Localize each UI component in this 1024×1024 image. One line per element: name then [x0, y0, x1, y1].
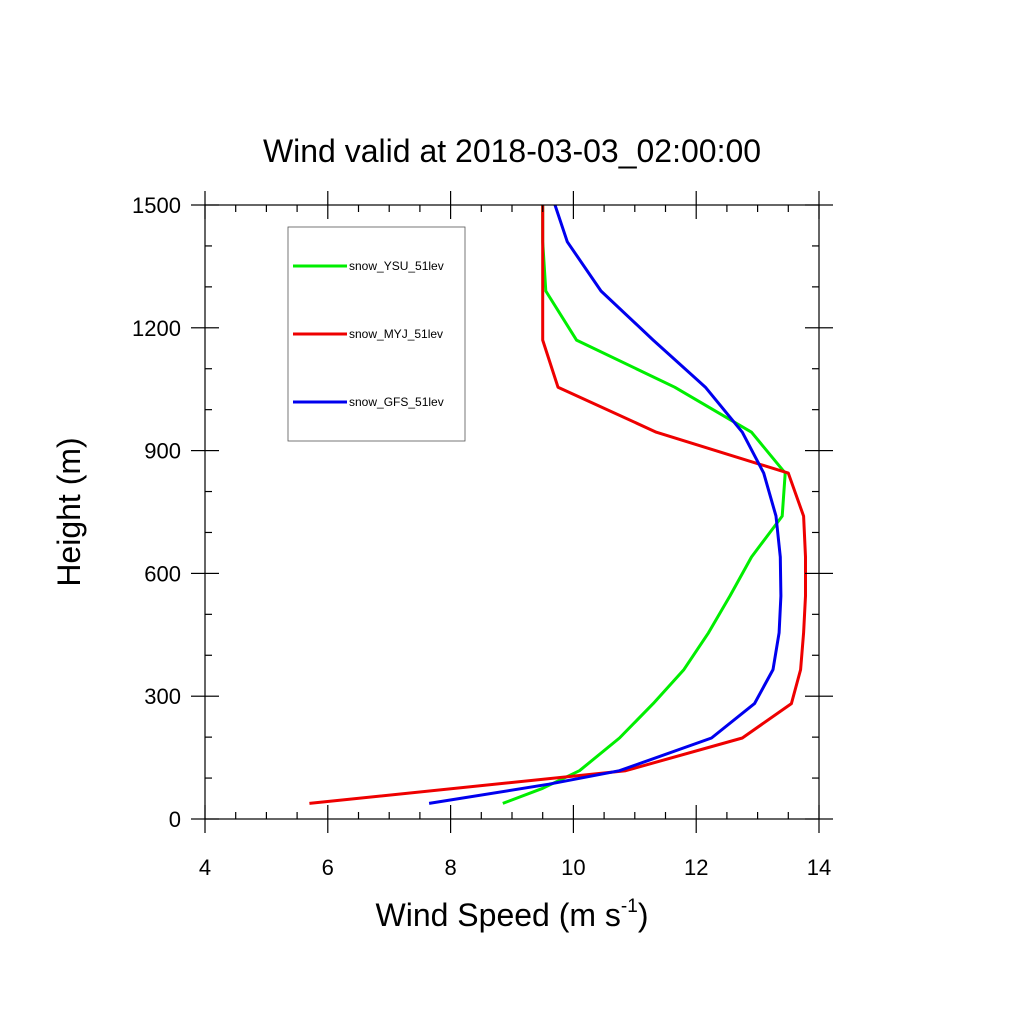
x-tick-label: 14: [807, 855, 831, 880]
legend: snow_YSU_51lev snow_MYJ_51lev snow_GFS_51l…: [287, 226, 466, 442]
x-axis-title-base: Wind Speed (m s: [376, 897, 621, 933]
ticks-layer: [191, 191, 833, 833]
x-axis-title-superscript: -1: [621, 896, 638, 917]
y-tick-label: 600: [144, 561, 181, 586]
x-axis-title: Wind Speed (m s-1): [376, 896, 649, 933]
series-layer: [309, 204, 807, 805]
y-tick-label: 900: [144, 439, 181, 464]
series-line-snow_GFS_51lev: [428, 204, 783, 805]
y-tick-label: 0: [169, 807, 181, 832]
x-axis-title-end: ): [638, 897, 649, 933]
series-line-snow_MYJ_51lev: [309, 205, 807, 805]
chart-title: Wind valid at 2018-03-03_02:00:00: [263, 133, 761, 169]
x-tick-label: 12: [684, 855, 708, 880]
y-tick-label: 300: [144, 684, 181, 709]
x-tick-label: 4: [199, 855, 211, 880]
x-tick-label: 10: [561, 855, 585, 880]
x-tick-labels: 4 6 8 10 12 14: [199, 855, 831, 880]
y-tick-label: 1500: [132, 193, 181, 218]
legend-label-snow_YSU_51lev: snow_YSU_51lev: [349, 259, 444, 273]
legend-label-snow_MYJ_51lev: snow_MYJ_51lev: [349, 327, 443, 341]
y-axis-title: Height (m): [51, 437, 87, 586]
legend-items: snow_YSU_51lev snow_MYJ_51lev snow_GFS_51l…: [293, 259, 444, 409]
x-tick-label: 6: [322, 855, 334, 880]
series-line-snow_YSU_51lev: [502, 205, 787, 805]
legend-label-snow_GFS_51lev: snow_GFS_51lev: [349, 395, 444, 409]
x-tick-label: 8: [444, 855, 456, 880]
y-tick-label: 1200: [132, 316, 181, 341]
y-tick-labels: 0 300 600 900 1200 1500: [132, 193, 181, 832]
